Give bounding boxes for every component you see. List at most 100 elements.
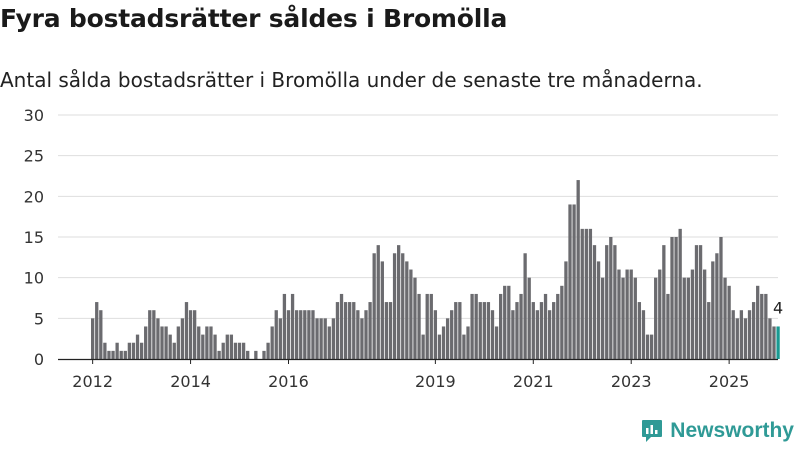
bar	[254, 350, 258, 359]
bar	[360, 318, 364, 359]
bar	[433, 310, 438, 359]
gridlines	[58, 114, 778, 319]
brand-logo[interactable]: Newsworthy	[641, 418, 794, 444]
bar	[217, 350, 221, 359]
bar	[209, 326, 213, 359]
bar	[368, 302, 372, 359]
bar	[760, 293, 764, 359]
bar	[237, 342, 242, 359]
bar	[678, 228, 682, 359]
bar	[127, 342, 132, 359]
bar	[723, 277, 727, 359]
bar	[458, 302, 462, 359]
bar	[454, 302, 458, 359]
y-tick-label: 20	[24, 187, 44, 206]
bar	[376, 245, 380, 359]
bar	[201, 334, 205, 359]
bar	[213, 334, 217, 359]
bar	[470, 293, 474, 359]
bar	[588, 228, 593, 359]
bar	[233, 342, 238, 359]
bar	[564, 261, 568, 359]
bar	[592, 245, 597, 359]
bar	[617, 269, 621, 359]
bar	[605, 245, 609, 359]
bar	[315, 318, 319, 359]
bar	[401, 253, 405, 359]
bar	[339, 293, 344, 359]
x-tick-label: 2021	[513, 372, 554, 390]
bar	[523, 253, 527, 359]
bar	[539, 302, 544, 359]
bar	[515, 302, 519, 359]
bar	[429, 293, 433, 359]
bar	[356, 310, 360, 359]
bar	[91, 318, 95, 359]
bar	[392, 253, 397, 359]
bar	[474, 293, 478, 359]
bar	[205, 326, 209, 359]
bar	[547, 310, 552, 359]
bar	[331, 318, 336, 359]
bar	[197, 326, 201, 359]
bar	[323, 318, 327, 359]
y-tick-label: 25	[24, 147, 44, 166]
bar	[172, 342, 176, 359]
bar	[397, 245, 401, 359]
bar	[95, 302, 99, 359]
bar	[486, 302, 491, 359]
bar	[139, 342, 144, 359]
y-tick-label: 10	[24, 269, 44, 288]
bar	[193, 310, 197, 359]
bar	[307, 310, 311, 359]
bar	[311, 310, 315, 359]
bar	[552, 302, 556, 359]
bar	[584, 228, 588, 359]
bar	[282, 293, 287, 359]
bar	[747, 310, 752, 359]
bar	[343, 302, 348, 359]
bar	[364, 310, 368, 359]
bar	[372, 253, 376, 359]
bar	[99, 310, 103, 359]
bar	[596, 261, 601, 359]
bar	[148, 310, 152, 359]
x-tick-label: 2025	[709, 372, 750, 390]
bar	[441, 326, 446, 359]
bar	[756, 285, 760, 359]
x-tick-label: 2012	[72, 372, 113, 390]
bar	[107, 350, 111, 359]
bar	[645, 334, 650, 359]
bar	[735, 318, 739, 359]
bar	[731, 310, 735, 359]
bar	[352, 302, 356, 359]
y-axis-tick-labels: 0 5 10 15 20 25 30	[24, 106, 44, 369]
bar	[751, 302, 756, 359]
bar	[221, 342, 225, 359]
bar	[135, 334, 140, 359]
bar	[168, 334, 172, 359]
bar	[572, 204, 576, 359]
chart-title: Fyra bostadsrätter såldes i Bromölla	[0, 4, 508, 33]
bar	[490, 310, 495, 359]
x-tick-label: 2014	[170, 372, 211, 390]
data-labels: 4	[773, 298, 783, 317]
bar	[764, 293, 768, 359]
bar	[119, 350, 123, 359]
bar	[450, 310, 454, 359]
bar	[303, 310, 307, 359]
bar	[164, 326, 168, 359]
bar	[290, 293, 295, 359]
bar	[144, 326, 148, 359]
bar	[556, 293, 560, 359]
y-tick-label: 0	[34, 350, 44, 369]
bar	[482, 302, 486, 359]
chart-subtitle: Antal sålda bostadsrätter i Bromölla und…	[0, 68, 703, 92]
bar	[176, 326, 180, 359]
bar	[462, 334, 466, 359]
bar	[507, 285, 511, 359]
bar	[299, 310, 303, 359]
bar	[543, 293, 548, 359]
bar	[241, 342, 246, 359]
bar	[609, 237, 613, 359]
